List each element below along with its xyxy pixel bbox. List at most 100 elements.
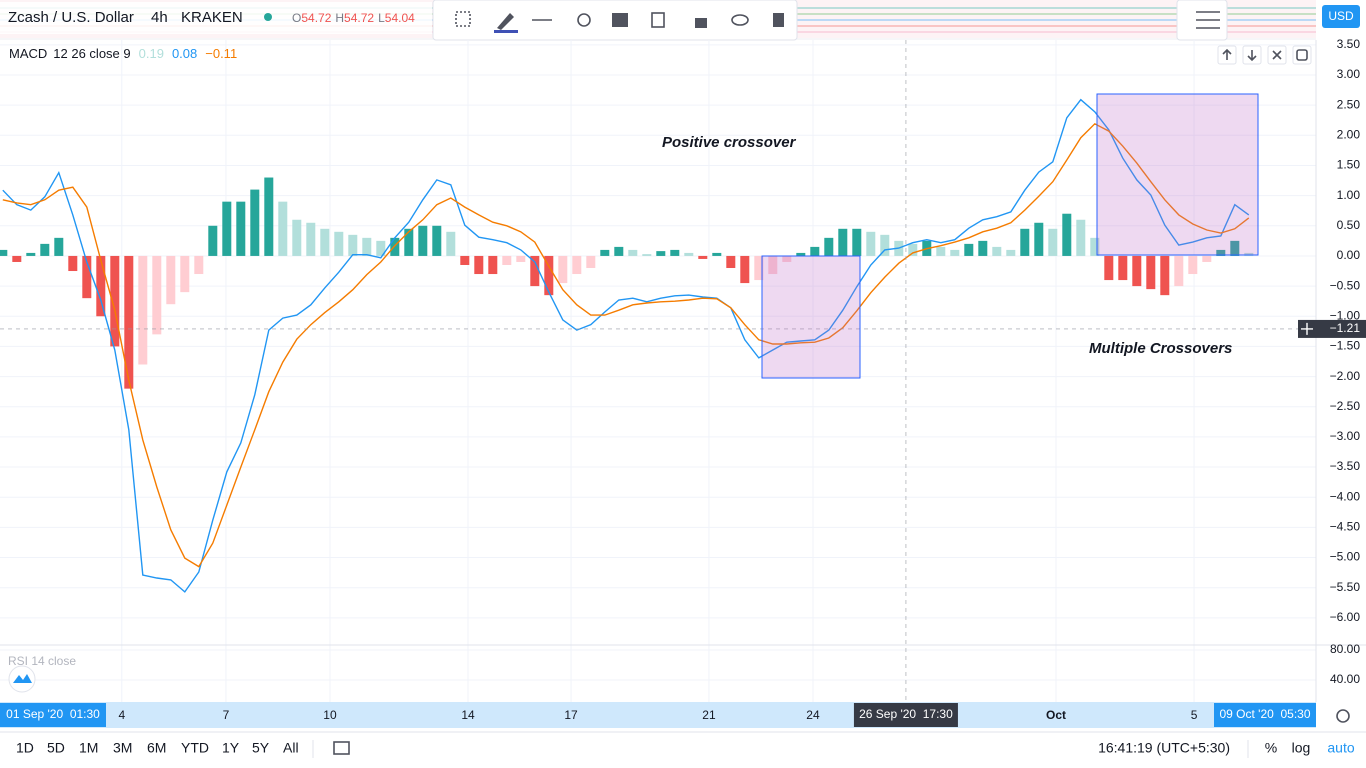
- range-button[interactable]: All: [283, 740, 299, 756]
- histogram-bar: [474, 255, 484, 275]
- histogram-bar: [558, 255, 568, 284]
- currency[interactable]: USD: [1328, 9, 1354, 23]
- histogram-bar: [446, 231, 456, 256]
- select-tool[interactable]: [455, 11, 471, 27]
- histogram-bar: [306, 222, 316, 256]
- y-tick-label: −4.50: [1330, 520, 1361, 534]
- y-tick-label: −0.50: [1330, 278, 1361, 292]
- x-tick-label: 24: [806, 708, 820, 722]
- date-range-button[interactable]: [333, 741, 350, 755]
- range-button[interactable]: 1M: [79, 740, 98, 756]
- percent-toggle[interactable]: %: [1265, 740, 1277, 756]
- range-button[interactable]: 3M: [113, 740, 132, 756]
- histogram-bar: [208, 225, 218, 256]
- histogram-bar: [1076, 219, 1086, 256]
- histogram-bar: [278, 201, 288, 256]
- clock[interactable]: 16:41:19 (UTC+5:30): [1098, 740, 1230, 756]
- histogram-bar: [12, 255, 22, 262]
- drawing-rectangle[interactable]: [761, 255, 861, 379]
- histogram-bar: [68, 255, 78, 272]
- histogram-bar: [166, 255, 176, 305]
- histogram-bar: [964, 243, 974, 256]
- currency-badge[interactable]: [1322, 5, 1360, 28]
- indicator-legend: MACD 12 26 close 9 0.19 0.08 −0.11: [9, 46, 237, 61]
- histogram-bar: [530, 255, 540, 287]
- y-tick-label: −1.00: [1330, 308, 1361, 322]
- histogram-bar: [950, 249, 960, 256]
- annotation[interactable]: Positive crossover: [662, 134, 797, 151]
- annotation[interactable]: Multiple Crossovers: [1089, 340, 1232, 357]
- y-tick-label: −3.50: [1330, 459, 1361, 473]
- maximize-pane[interactable]: [1292, 45, 1312, 65]
- layers[interactable]: [612, 13, 628, 27]
- histogram-bar: [614, 246, 624, 256]
- x-tick-label: 4: [118, 708, 125, 722]
- range-button[interactable]: YTD: [181, 740, 209, 756]
- auto-toggle[interactable]: auto: [1327, 740, 1354, 756]
- y-tick-label: −5.50: [1330, 580, 1361, 594]
- legend-value: −0.11: [205, 46, 237, 61]
- range-button[interactable]: 5Y: [252, 740, 270, 756]
- range-button[interactable]: 1D: [16, 740, 34, 756]
- histogram-bar: [348, 234, 358, 256]
- chart-settings[interactable]: [1336, 709, 1350, 723]
- x-tick-label: 5: [1191, 708, 1198, 722]
- legend-value: 0.08: [172, 46, 197, 61]
- ohlc-value: 54.72: [301, 11, 331, 25]
- time-axis: [0, 702, 1316, 728]
- indicator-name: MACD: [9, 46, 47, 61]
- range-button[interactable]: 5D: [47, 740, 65, 756]
- histogram-bar: [194, 255, 204, 275]
- range-button[interactable]: 6M: [147, 740, 166, 756]
- histogram-bar: [880, 234, 890, 256]
- drawing-rectangle[interactable]: [1096, 93, 1259, 256]
- histogram-bar: [810, 246, 820, 256]
- y-tick-label: −3.00: [1330, 429, 1361, 443]
- lock[interactable]: [695, 18, 707, 28]
- histogram-bar: [740, 255, 750, 284]
- settings[interactable]: [577, 13, 591, 27]
- hide[interactable]: [731, 14, 749, 26]
- histogram-bar: [684, 252, 694, 256]
- range-buttons: 1D 5D 1M 3M 6M YTD 1Y 5Y All: [16, 740, 299, 756]
- clone[interactable]: [651, 12, 665, 28]
- range-button[interactable]: 1Y: [222, 740, 240, 756]
- indicator-line: [2, 122, 1250, 568]
- histogram-bar: [572, 255, 582, 275]
- histogram-bar: [586, 255, 596, 269]
- object-tree-button[interactable]: [1176, 0, 1228, 41]
- interval[interactable]: 4h: [151, 9, 168, 26]
- histogram-bar: [1034, 222, 1044, 256]
- delete[interactable]: [773, 13, 784, 27]
- x-tick-label: 10: [323, 708, 337, 722]
- histogram-bar: [600, 249, 610, 256]
- histogram-bar: [404, 228, 414, 256]
- indicator-line: [2, 98, 1250, 593]
- histogram-bar: [726, 255, 736, 269]
- histogram-bar: [0, 249, 8, 256]
- histogram-bar: [936, 246, 946, 256]
- pen-tool[interactable]: [497, 13, 514, 30]
- histogram-bar: [1006, 249, 1016, 256]
- histogram-bar: [712, 252, 722, 256]
- log-toggle[interactable]: log: [1292, 740, 1311, 756]
- ohlc-value: 54.04: [385, 11, 415, 25]
- histogram-bar: [138, 255, 148, 365]
- crosshair-plus-icon: [1301, 322, 1313, 335]
- histogram-bar: [656, 251, 666, 256]
- histogram-bar: [40, 243, 50, 256]
- histogram-bar: [250, 189, 260, 256]
- histogram-bar: [824, 237, 834, 256]
- histogram-bar: [362, 237, 372, 256]
- histogram-bar: [978, 240, 988, 256]
- y-tick-label: 40.00: [1330, 672, 1360, 686]
- histogram-bar: [376, 240, 386, 256]
- histogram-bar: [236, 201, 246, 256]
- histogram-bar: [180, 255, 190, 293]
- header-backing: [0, 2, 432, 34]
- histogram-bar: [754, 255, 764, 281]
- symbol: Zcash / U.S. Dollar: [8, 9, 134, 26]
- y-tick-label: 1.50: [1337, 158, 1361, 172]
- x-tick-label: Oct: [1046, 708, 1066, 722]
